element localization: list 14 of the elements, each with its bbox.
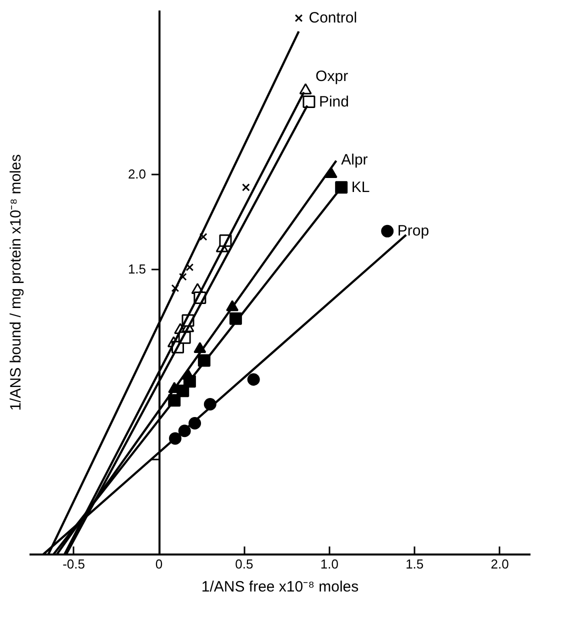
- x-tick-label: 0: [155, 556, 163, 572]
- x-tick-label: 0.5: [235, 556, 254, 572]
- series-label: Oxpr: [316, 68, 348, 85]
- series-label: KL: [351, 178, 370, 196]
- series-label: Pind: [318, 93, 349, 110]
- x-tick-label: 1.5: [406, 556, 424, 572]
- x-axis-title: 1/ANS free x10⁻⁸ moles: [201, 578, 359, 596]
- x-tick-label: -0.5: [62, 556, 86, 572]
- x-tick-label: 2.0: [490, 556, 509, 572]
- x-tick-label: 1.0: [320, 556, 338, 572]
- series-label: Control: [308, 10, 358, 27]
- y-axis-title: 1/ANS bound / mg protein x10⁻⁸ moles: [8, 154, 24, 411]
- series-label: Alpr: [341, 152, 368, 169]
- series-label: Prop: [397, 222, 430, 240]
